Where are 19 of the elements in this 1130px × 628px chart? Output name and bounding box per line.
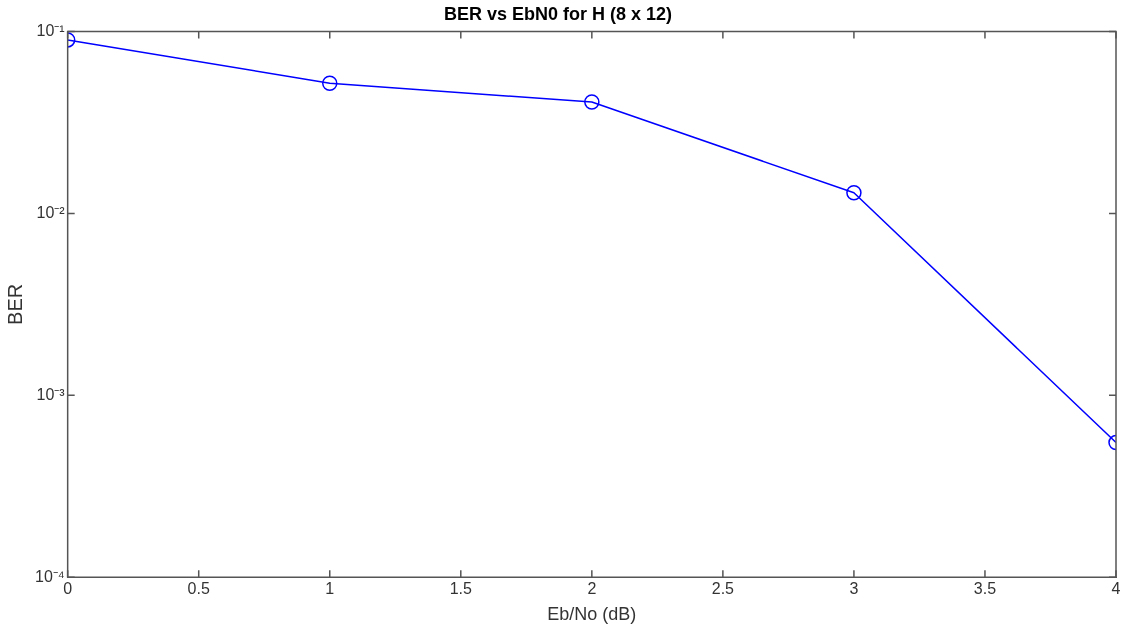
x-tick-label: 0.5 bbox=[187, 580, 210, 598]
x-tick-label: 3.5 bbox=[973, 580, 997, 598]
x-tick-label: 4 bbox=[1111, 580, 1121, 598]
x-tick-label: 2 bbox=[587, 580, 597, 598]
point bbox=[584, 94, 600, 110]
x-tick-label: 3 bbox=[849, 580, 859, 598]
y-tick-label: 10⁻⁴ bbox=[35, 567, 65, 585]
x-tick-label: 2.5 bbox=[711, 580, 735, 598]
point bbox=[322, 75, 338, 91]
x-tick-label: 0 bbox=[63, 580, 73, 598]
y-tick-label: 10⁻³ bbox=[36, 385, 66, 403]
chart-title: BER vs EbN0 for H (8 x 12) bbox=[443, 3, 673, 24]
y-tick-label: 10⁻² bbox=[36, 203, 66, 221]
x-tick-label: 1.5 bbox=[449, 580, 473, 598]
y-axis-title: BER bbox=[3, 283, 26, 325]
x-tick-label: 1 bbox=[325, 580, 335, 598]
x-axis-title: Eb/No (dB) bbox=[547, 604, 637, 625]
point bbox=[846, 184, 862, 201]
y-tick-label: 10⁻¹ bbox=[36, 22, 65, 40]
